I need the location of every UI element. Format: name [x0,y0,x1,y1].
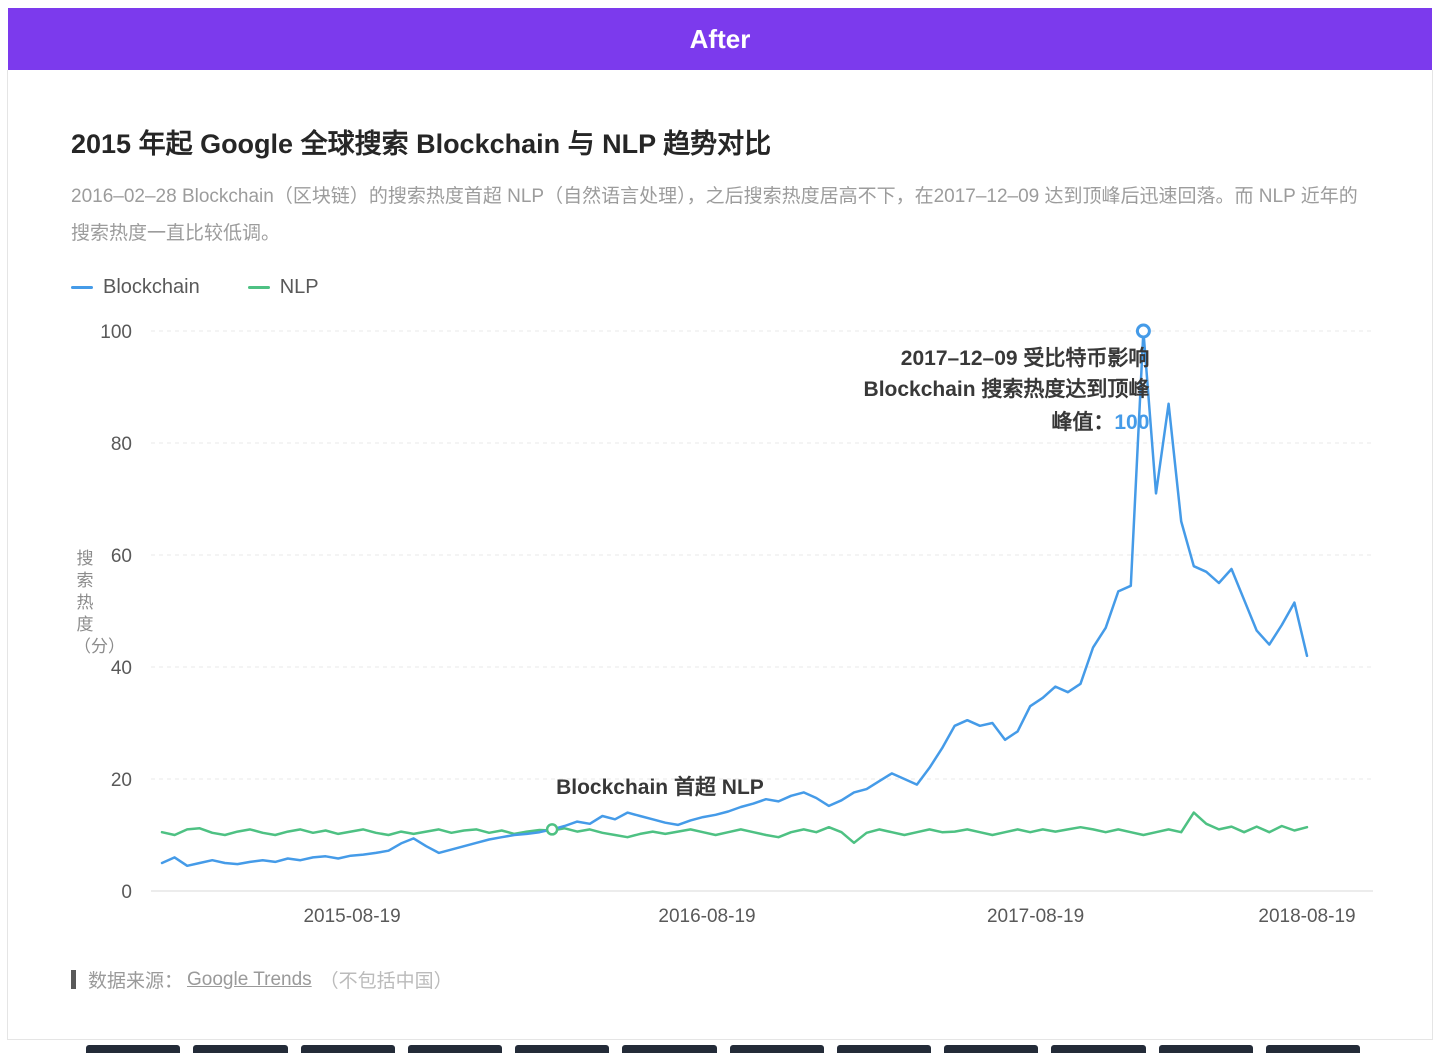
data-source-label: 数据来源： [88,971,184,992]
legend-item-blockchain[interactable]: Blockchain [71,276,200,299]
peak-annotation-line1: 2017–12–09 受比特币影响 [901,346,1150,370]
x-tick-label: 2016-08-19 [658,906,755,927]
x-tick-label: 2017-08-19 [987,906,1084,927]
crossover-marker[interactable] [545,823,559,836]
nlp-legend-marker [247,286,270,289]
peak-marker[interactable] [1135,323,1151,339]
bottom-edge-segment [193,1045,288,1053]
blockchain-legend-marker [71,286,93,289]
bottom-edge-segment [944,1045,1039,1053]
legend-item-nlp[interactable]: NLP [247,276,319,299]
bottom-edge-segment [1158,1045,1253,1053]
x-tick-label: 2015-08-19 [303,906,400,927]
y-tick-label: 20 [111,770,132,791]
trend-line-chart: 0 20 40 60 80 100 2015-08-19 2016-08-19 2017-08-… [100,322,1373,927]
y-tick-label: 80 [111,434,132,455]
data-source-footer: 数据来源： Google Trends （不包括中国） [71,966,453,993]
bottom-edge-segment [729,1045,824,1053]
banner-label: After [689,23,751,54]
bottom-edge-segment [1265,1045,1360,1053]
blockchain-line [160,329,1309,868]
bottom-edge-segment [1051,1045,1146,1053]
y-tick-label: 100 [100,322,132,343]
crossover-annotation: Blockchain 首超 NLP [556,775,764,799]
legend: Blockchain NLP [71,276,319,299]
peak-annotation-value: 峰值：100 [1051,410,1149,434]
y-tick-label: 40 [111,658,132,679]
bottom-edge-segment [407,1045,502,1053]
x-tick-label: 2018-08-19 [1258,906,1355,927]
bottom-edge-segment [622,1045,717,1053]
bottom-edge-segment [300,1045,395,1053]
banner: After [8,8,1432,70]
y-tick-label: 60 [111,546,132,567]
footer-accent-bar [71,970,76,989]
chart-card: 2015 年起 Google 全球搜索 Blockchain 与 NLP 趋势对… [7,70,1433,1040]
bottom-edge-segment [836,1045,931,1053]
bottom-edge-segment [86,1045,181,1053]
data-source-note: （不包括中国） [319,971,453,992]
peak-annotation-line2: Blockchain 搜索热度达到顶峰 [864,377,1150,401]
bottom-edge-artifact [86,1045,1360,1053]
bottom-edge-segment [515,1045,610,1053]
chart-description: 2016–02–28 Blockchain（区块链）的搜索热度首超 NLP（自然… [71,186,1358,244]
page-title: 2015 年起 Google 全球搜索 Blockchain 与 NLP 趋势对… [71,129,772,159]
google-trends-link[interactable]: Google Trends [187,968,312,990]
nlp-line [160,811,1309,845]
y-tick-label: 0 [121,882,132,903]
blockchain-legend-label: Blockchain [103,276,200,298]
nlp-legend-label: NLP [279,276,319,298]
